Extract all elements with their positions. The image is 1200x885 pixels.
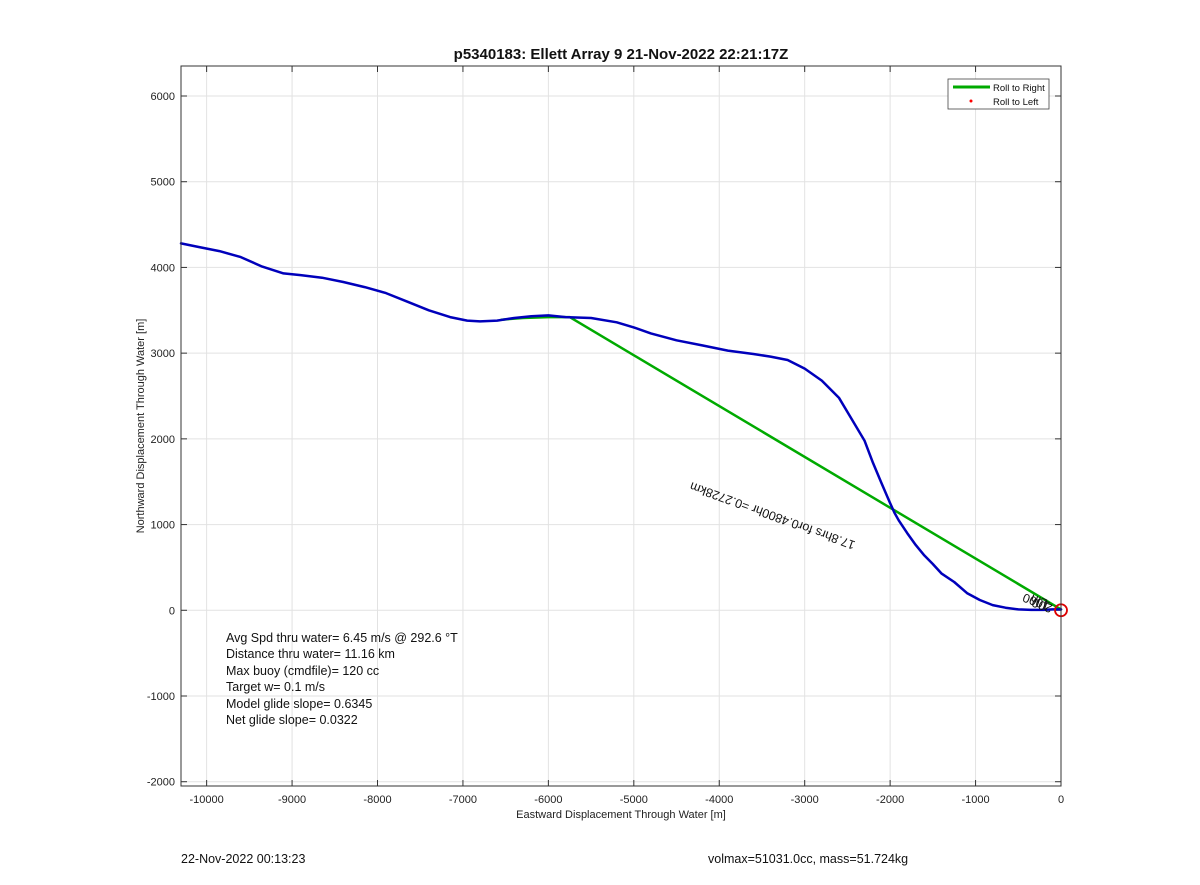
y-tick-label: 2000 xyxy=(151,434,175,446)
footer-timestamp: 22-Nov-2022 00:13:23 xyxy=(181,852,306,866)
annotation-target-w: Target w= 0.1 m/s xyxy=(226,680,325,694)
y-tick-label: -2000 xyxy=(147,777,175,789)
annotation-max-buoy: Max buoy (cmdfile)= 120 cc xyxy=(226,664,379,678)
plot-frame xyxy=(180,65,1062,787)
y-tick-label: 1000 xyxy=(151,520,175,532)
legend: Roll to Right Roll to Left xyxy=(947,78,1050,110)
y-tick-label: 5000 xyxy=(151,177,175,189)
plot-area xyxy=(181,66,1061,786)
y-tick-label: -1000 xyxy=(147,691,175,703)
end-label: Lin xyxy=(1029,591,1050,610)
x-tick-label: -3000 xyxy=(791,794,819,806)
x-tick-label: -2000 xyxy=(876,794,904,806)
annotation-model-glide: Model glide slope= 0.6345 xyxy=(226,697,372,711)
x-tick-label: 0 xyxy=(1058,794,1064,806)
x-tick-label: -10000 xyxy=(189,794,223,806)
y-tick-label: 3000 xyxy=(151,348,175,360)
x-tick-label: -6000 xyxy=(534,794,562,806)
legend-label-roll-left: Roll to Left xyxy=(993,97,1039,108)
x-ticks: -10000 -9000 -8000 -7000 -6000 -5000 -4000 -300… xyxy=(189,66,1064,806)
legend-label-roll-right: Roll to Right xyxy=(993,83,1045,94)
annotation-net-glide: Net glide slope= 0.0322 xyxy=(226,713,358,727)
series-track xyxy=(179,242,1063,612)
x-tick-label: -4000 xyxy=(705,794,733,806)
annotation-avg-speed: Avg Spd thru water= 6.45 m/s @ 292.6 °T xyxy=(226,631,458,645)
x-axis-label: Eastward Displacement Through Water [m] xyxy=(516,809,726,821)
footer-stats: volmax=51031.0cc, mass=51.724kg xyxy=(708,852,909,866)
series-layer xyxy=(179,242,1063,612)
end-label: 200 xyxy=(1030,595,1054,615)
legend-box xyxy=(947,78,1050,110)
x-tick-label: -8000 xyxy=(363,794,391,806)
x-tick-label: -7000 xyxy=(449,794,477,806)
x-tick-label: -9000 xyxy=(278,794,306,806)
annotation-distance: Distance thru water= 11.16 km xyxy=(226,647,395,661)
y-ticks: -2000 -1000 0 1000 2000 3000 4000 5000 6000 xyxy=(147,91,1061,789)
x-tick-label: -1000 xyxy=(961,794,989,806)
legend-swatch-roll-left xyxy=(969,99,973,103)
y-axis-label: Northward Displacement Through Water [m] xyxy=(135,319,147,534)
y-tick-label: 6000 xyxy=(151,91,175,103)
chart-title: p5340183: Ellett Array 9 21-Nov-2022 22:… xyxy=(454,46,789,63)
annotation-block: Avg Spd thru water= 6.45 m/s @ 292.6 °T … xyxy=(226,631,458,727)
y-tick-label: 0 xyxy=(169,605,175,617)
x-tick-label: -5000 xyxy=(620,794,648,806)
y-tick-label: 4000 xyxy=(151,262,175,274)
